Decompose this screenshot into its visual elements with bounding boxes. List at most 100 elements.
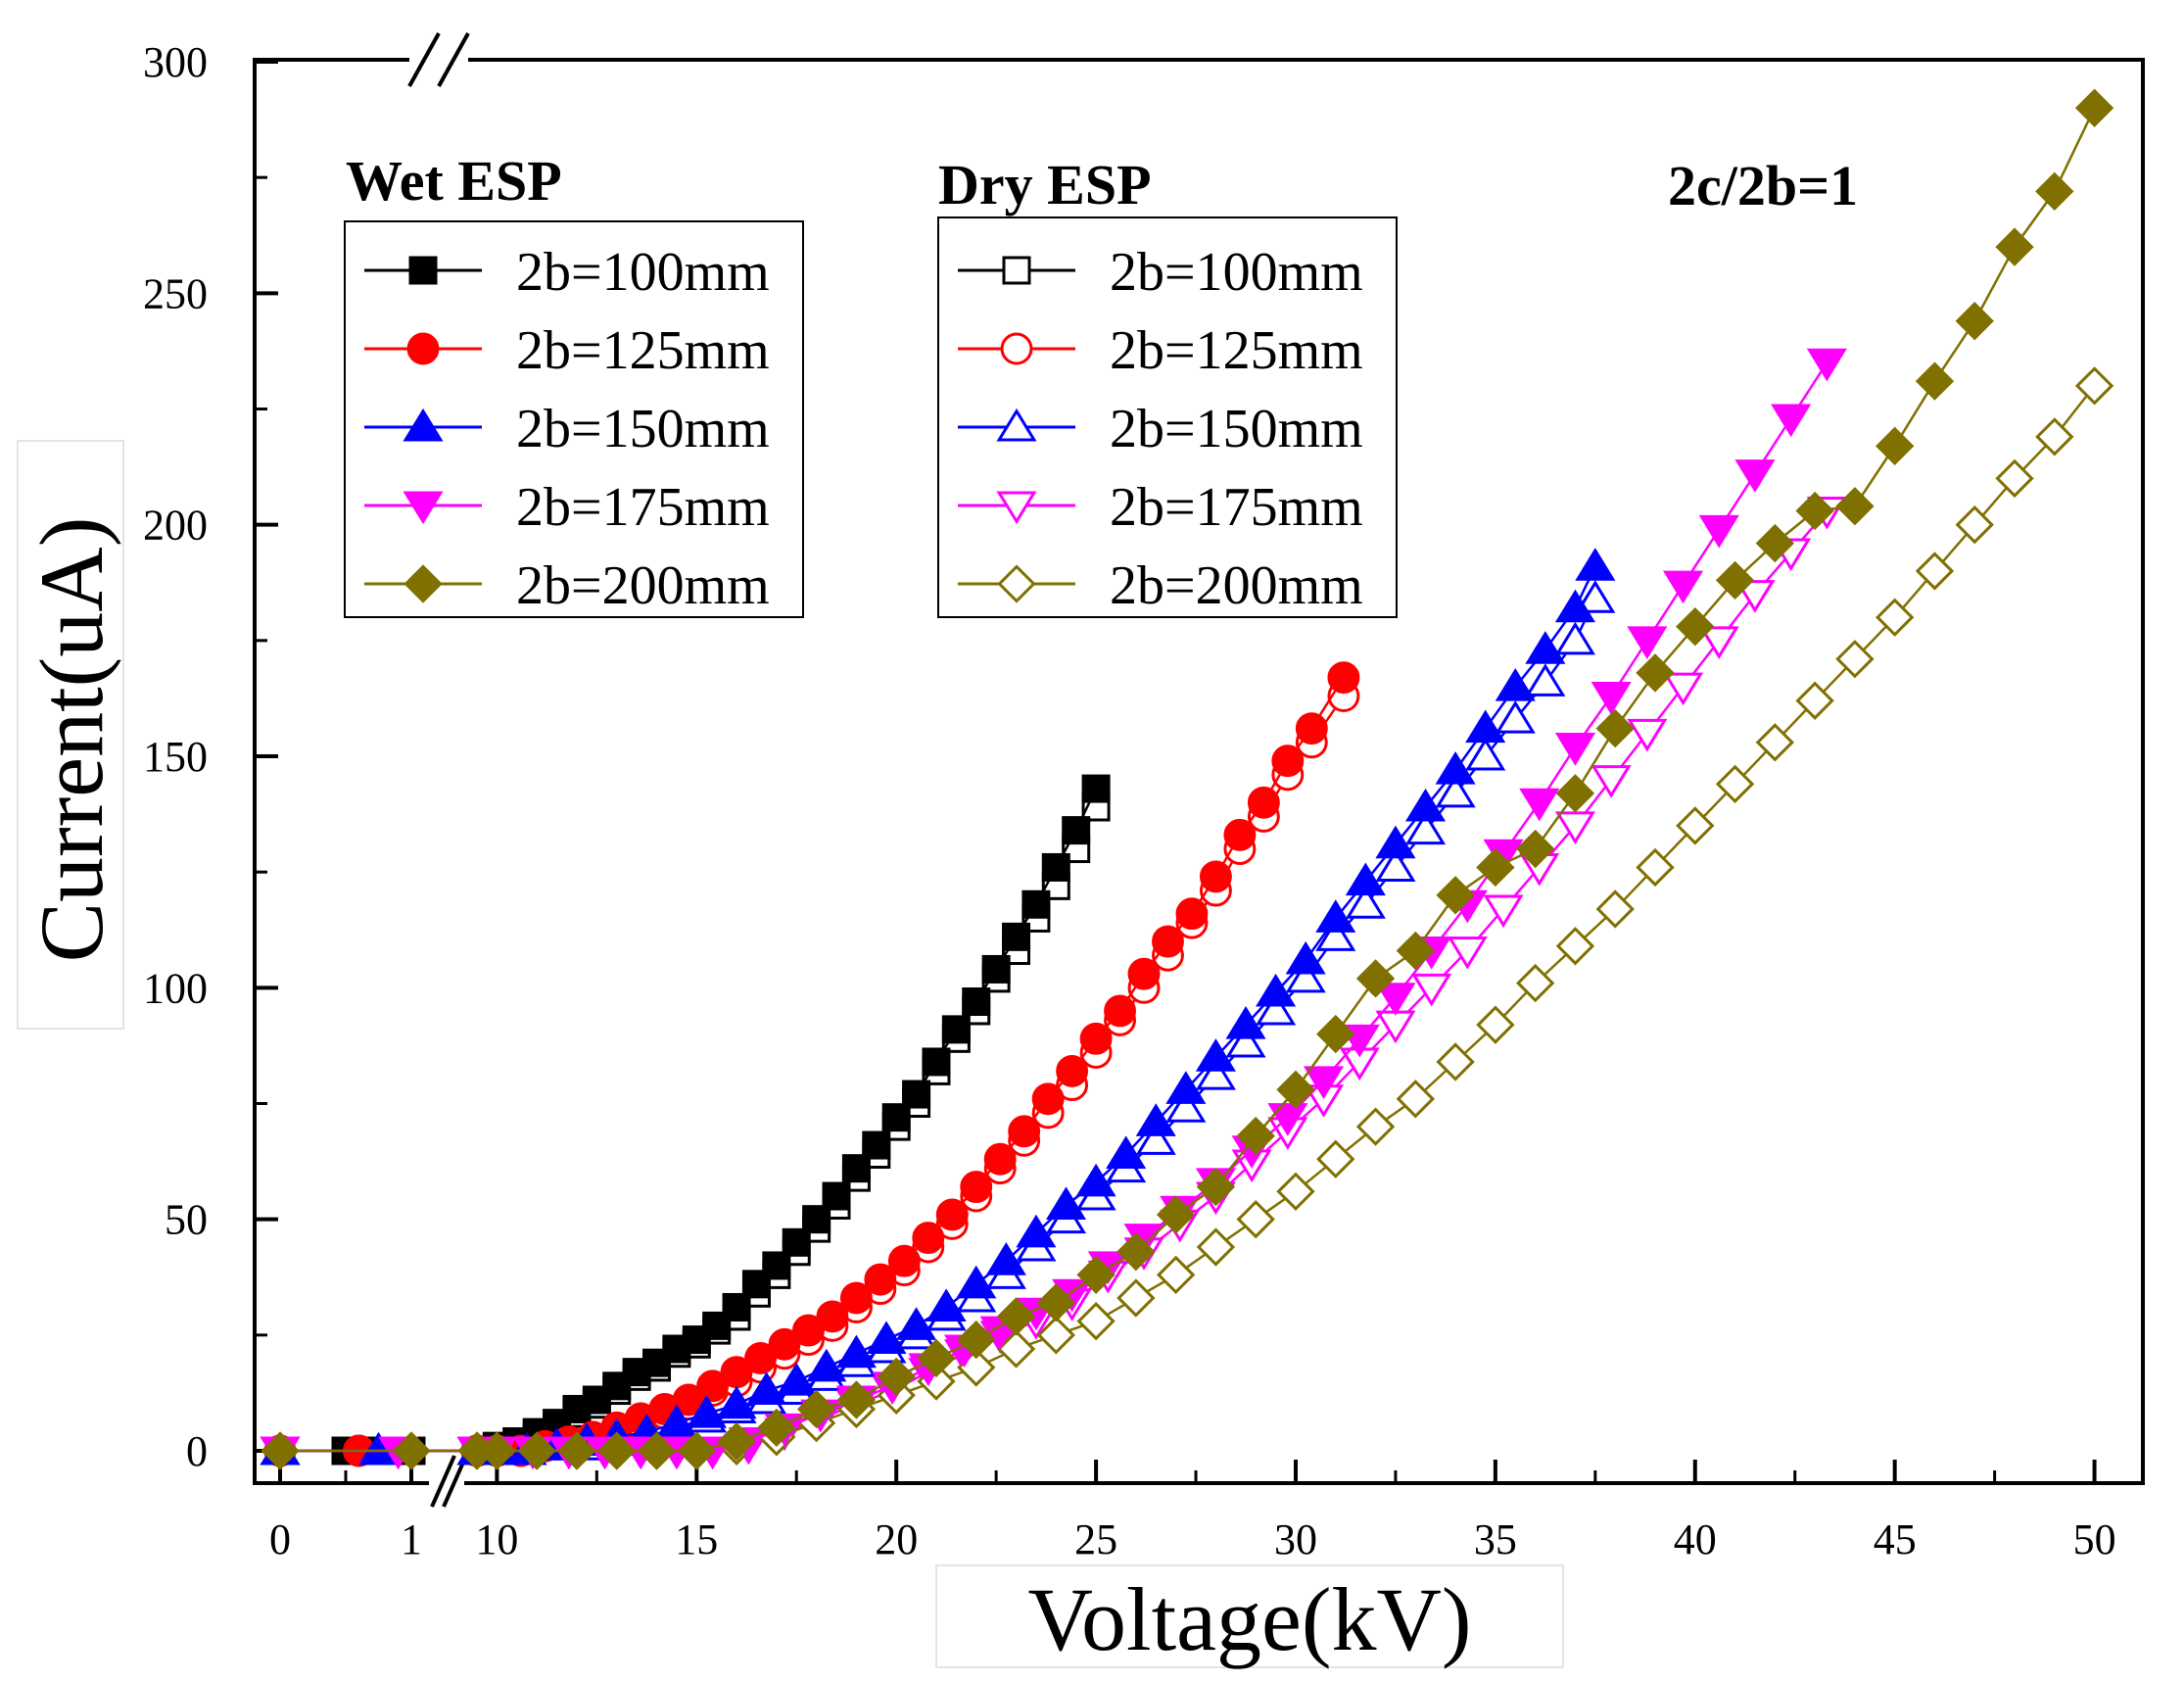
data-point	[716, 1385, 757, 1419]
data-point	[1045, 1186, 1087, 1220]
data-point	[1276, 1070, 1315, 1109]
data-point	[1199, 860, 1232, 893]
data-point	[1076, 1301, 1116, 1341]
data-point	[917, 1338, 956, 1378]
data-point	[1008, 1115, 1041, 1148]
data-point	[1915, 361, 1955, 401]
data-point	[835, 1334, 877, 1369]
data-point	[1676, 806, 1715, 845]
data-point	[696, 1370, 730, 1403]
data-point	[960, 1171, 993, 1204]
plot-frame	[253, 58, 2145, 1485]
data-point	[1734, 459, 1776, 493]
data-point	[1555, 774, 1595, 813]
data-point	[922, 1047, 951, 1077]
legend-marker	[996, 408, 1037, 442]
data-point	[1734, 580, 1776, 613]
data-point	[1165, 1071, 1207, 1104]
data-point	[1285, 959, 1326, 993]
data-point	[656, 1404, 697, 1438]
y-tick-label: 200	[143, 502, 208, 550]
legend-entry: 2b=175mm	[958, 477, 1363, 538]
data-point	[1156, 1255, 1196, 1295]
data-point	[746, 1371, 787, 1406]
data-point	[1345, 862, 1386, 896]
legend-label: 2b=175mm	[516, 477, 770, 538]
data-point	[836, 1380, 877, 1419]
legend-marker	[1002, 256, 1031, 285]
data-point	[1396, 931, 1436, 971]
legend-entry: 2b=100mm	[958, 242, 1363, 303]
legend-entry: 2b=150mm	[364, 399, 770, 459]
data-point	[1276, 1172, 1315, 1211]
data-point	[1515, 963, 1555, 1003]
data-point	[956, 1265, 997, 1299]
data-point	[1875, 426, 1915, 465]
data-point	[1835, 487, 1875, 526]
x-tick-label: 25	[1074, 1515, 1117, 1563]
data-point	[1636, 653, 1675, 693]
data-point	[941, 1015, 971, 1044]
data-point	[2074, 88, 2114, 127]
data-point	[1165, 1089, 1207, 1123]
data-point	[1955, 302, 1994, 341]
data-point	[983, 1142, 1017, 1176]
legend-label: 2b=200mm	[516, 555, 770, 616]
data-point	[597, 1431, 637, 1470]
data-point	[896, 1307, 937, 1340]
data-point	[1135, 1122, 1176, 1155]
x-axis: 0 1 10 15 20 25 30 35 40 45 50	[269, 1460, 2116, 1563]
data-point	[1806, 348, 1847, 382]
legend-marker	[403, 491, 444, 525]
data-point	[1771, 404, 1812, 438]
data-point	[1715, 560, 1755, 601]
data-point	[1795, 491, 1834, 531]
data-point	[1104, 994, 1137, 1028]
data-point	[1127, 957, 1161, 990]
y-tick-label: 0	[186, 1427, 208, 1475]
y-tick-label: 300	[143, 38, 208, 86]
x-tick-label: 45	[1874, 1515, 1917, 1563]
data-point	[1476, 1005, 1515, 1044]
data-point	[902, 1080, 931, 1109]
data-point	[796, 1389, 836, 1429]
data-point	[962, 987, 991, 1017]
data-point	[1303, 1066, 1345, 1099]
data-point	[392, 1431, 431, 1470]
data-point	[1436, 876, 1475, 915]
legend-entry: 2b=125mm	[364, 320, 770, 381]
data-point	[1236, 1199, 1275, 1239]
data-point	[1525, 663, 1566, 697]
data-point	[1247, 786, 1280, 819]
y-tick-label: 50	[165, 1196, 208, 1244]
data-point	[757, 1408, 796, 1448]
data-point	[1175, 897, 1209, 931]
data-point	[1225, 1006, 1266, 1039]
legend-marker	[408, 256, 438, 285]
data-point	[862, 1130, 891, 1160]
data-point	[1056, 1054, 1089, 1087]
data-point	[1267, 1103, 1308, 1136]
data-point	[877, 1357, 916, 1397]
data-point	[1195, 1038, 1236, 1072]
data-point	[1075, 1163, 1116, 1197]
data-point	[1554, 811, 1595, 845]
data-point	[1483, 894, 1524, 929]
data-point	[1591, 765, 1632, 798]
data-point	[672, 1383, 705, 1417]
data-point	[957, 1320, 996, 1360]
legend-entry: 2b=200mm	[364, 555, 770, 616]
data-point	[1519, 788, 1560, 822]
data-point	[1636, 847, 1675, 888]
x-tick-label: 50	[2073, 1515, 2116, 1563]
data-point	[1698, 626, 1739, 659]
data-point	[1595, 708, 1635, 748]
data-point	[1196, 1227, 1236, 1267]
data-point	[261, 1431, 300, 1470]
legend-marker	[1000, 332, 1033, 365]
y-tick-label: 150	[143, 733, 208, 781]
legend-label: 2b=150mm	[1110, 399, 1363, 459]
x-tick-label: 10	[475, 1515, 518, 1563]
data-point	[1195, 1057, 1236, 1090]
data-point	[1295, 712, 1328, 745]
